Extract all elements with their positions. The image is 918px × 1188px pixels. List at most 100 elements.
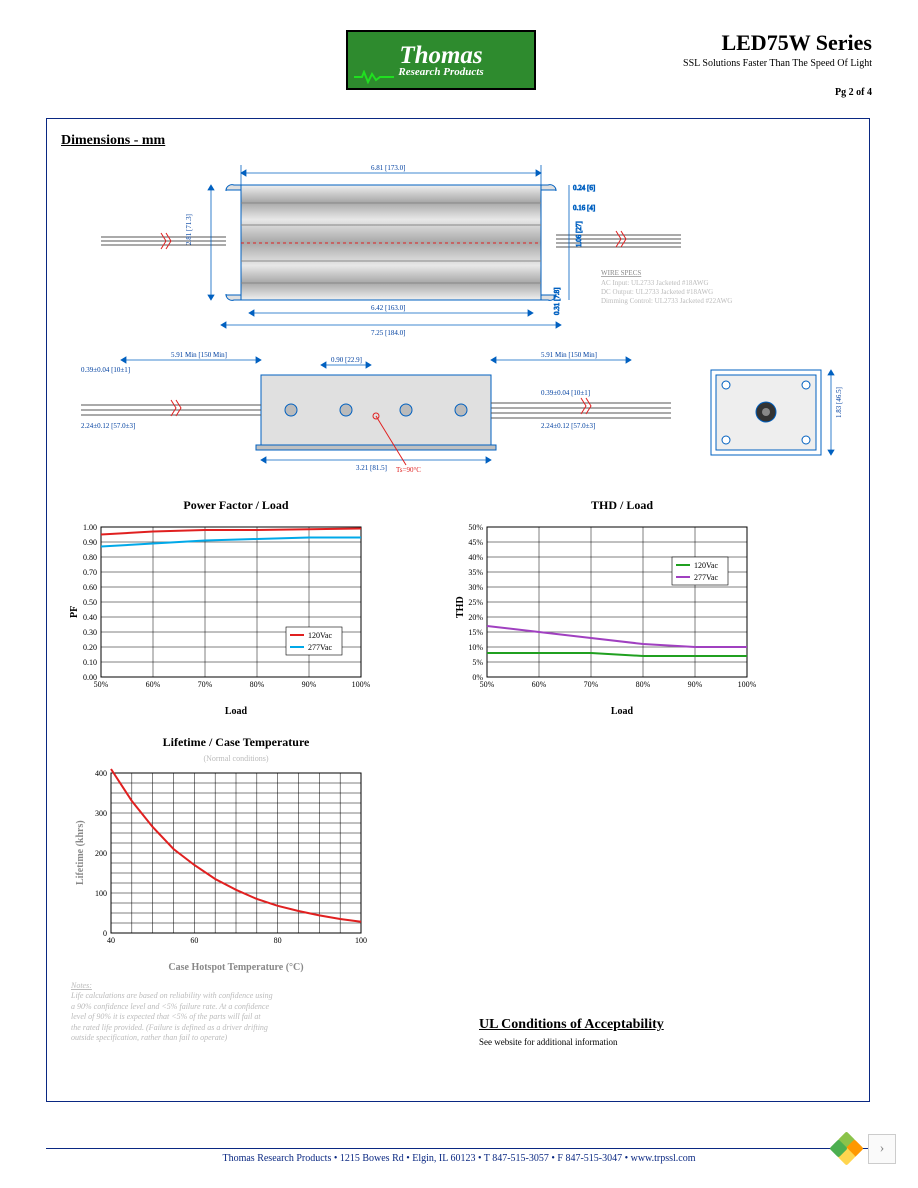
- notes-line: level of 90% it is expected that <5% of …: [71, 1012, 331, 1022]
- page-header: Thomas Research Products LED75W Series S…: [46, 30, 872, 110]
- svg-text:0.40: 0.40: [83, 613, 97, 622]
- svg-text:0.00: 0.00: [83, 673, 97, 682]
- svg-text:45%: 45%: [468, 538, 483, 547]
- svg-text:AC Input: UL2733 Jacketed #18A: AC Input: UL2733 Jacketed #18AWG: [601, 279, 709, 287]
- svg-text:40: 40: [107, 936, 115, 945]
- svg-text:0.39±0.04 [10±1]: 0.39±0.04 [10±1]: [81, 366, 130, 374]
- svg-text:400: 400: [95, 769, 107, 778]
- dimensions-drawing: 6.81 [173.0] 6.42 [163.0] 7.25 [184.0] 2…: [61, 155, 857, 475]
- notes-block: Notes: Life calculations are based on re…: [71, 981, 331, 1043]
- svg-text:0.70: 0.70: [83, 568, 97, 577]
- svg-text:0.80: 0.80: [83, 553, 97, 562]
- chevron-right-icon: ›: [880, 1141, 885, 1157]
- series-title: LED75W Series: [683, 30, 872, 56]
- svg-text:0.90: 0.90: [83, 538, 97, 547]
- svg-text:0.10: 0.10: [83, 658, 97, 667]
- dim-top-w: 6.81 [173.0]: [371, 164, 405, 172]
- pf-chart: Power Factor / Load 50%60%70%80%90%100%0…: [61, 498, 411, 717]
- svg-text:100%: 100%: [352, 680, 371, 689]
- svg-text:35%: 35%: [468, 568, 483, 577]
- svg-text:0.60: 0.60: [83, 583, 97, 592]
- ul-block: UL Conditions of Acceptability See websi…: [479, 1017, 809, 1047]
- pf-chart-svg: 50%60%70%80%90%100%0.000.100.200.300.400…: [61, 517, 411, 697]
- tagline: SSL Solutions Faster Than The Speed Of L…: [683, 58, 872, 69]
- svg-text:20%: 20%: [468, 613, 483, 622]
- svg-text:2.24±0.12 [57.0±3]: 2.24±0.12 [57.0±3]: [81, 422, 135, 430]
- svg-text:40%: 40%: [468, 553, 483, 562]
- svg-text:Ts=90°C: Ts=90°C: [396, 466, 421, 474]
- svg-text:100: 100: [95, 889, 107, 898]
- svg-text:5%: 5%: [472, 658, 483, 667]
- company-logo: Thomas Research Products: [346, 30, 536, 90]
- svg-text:300: 300: [95, 809, 107, 818]
- life-chart-svg: 40 60 80 100 0 100 200 300 400: [71, 763, 401, 953]
- svg-text:5.91 Min [150 Min]: 5.91 Min [150 Min]: [541, 351, 597, 359]
- next-page-button[interactable]: ›: [868, 1134, 896, 1164]
- svg-text:0%: 0%: [472, 673, 483, 682]
- svg-text:100%: 100%: [738, 680, 757, 689]
- life-ylabel: Lifetime (khrs): [75, 820, 86, 885]
- notes-line: a 90% confidence level and <5% failure r…: [71, 1002, 331, 1012]
- svg-text:1.06 [27]: 1.06 [27]: [575, 221, 583, 247]
- thd-xlabel: Load: [447, 706, 797, 717]
- pager: ›: [832, 1134, 896, 1164]
- svg-text:25%: 25%: [468, 598, 483, 607]
- notes-line: Life calculations are based on reliabili…: [71, 991, 331, 1001]
- svg-text:80%: 80%: [636, 680, 651, 689]
- svg-text:80: 80: [274, 936, 282, 945]
- thd-chart-title: THD / Load: [447, 498, 797, 513]
- ul-title: UL Conditions of Acceptability: [479, 1017, 809, 1033]
- svg-text:120Vac: 120Vac: [308, 631, 332, 640]
- thd-chart-svg: 50%60%70%80%90%100%0%5%10%15%20%25%30%35…: [447, 517, 797, 697]
- svg-text:277Vac: 277Vac: [694, 573, 718, 582]
- svg-text:70%: 70%: [584, 680, 599, 689]
- logo-text-sub: Research Products: [398, 66, 483, 78]
- svg-text:0.24 [6]: 0.24 [6]: [573, 184, 595, 192]
- svg-text:WIRE SPECS: WIRE SPECS: [601, 269, 641, 277]
- svg-text:1.83 [46.5]: 1.83 [46.5]: [835, 387, 843, 418]
- svg-text:60%: 60%: [146, 680, 161, 689]
- content-frame: Dimensions - mm: [46, 118, 870, 1102]
- svg-text:DC Output: UL2733 Jacketed #18: DC Output: UL2733 Jacketed #18AWG: [601, 288, 713, 296]
- header-right: LED75W Series SSL Solutions Faster Than …: [683, 30, 872, 98]
- dim-inner: 6.42 [163.0]: [371, 304, 405, 312]
- logo-wave-icon: [354, 70, 394, 84]
- svg-text:5.91 Min [150 Min]: 5.91 Min [150 Min]: [171, 351, 227, 359]
- svg-text:50%: 50%: [468, 523, 483, 532]
- svg-text:Dimming Control: UL2733 Jacket: Dimming Control: UL2733 Jacketed #22AWG: [601, 297, 732, 305]
- notes-title: Notes:: [71, 981, 331, 991]
- svg-text:10%: 10%: [468, 643, 483, 652]
- dim-full: 7.25 [184.0]: [371, 329, 405, 337]
- svg-text:1.00: 1.00: [83, 523, 97, 532]
- notes-line: the rated life provided. (Failure is def…: [71, 1023, 331, 1033]
- svg-text:0.20: 0.20: [83, 643, 97, 652]
- dim-h: 2.81 [71.3]: [185, 214, 193, 245]
- svg-text:60: 60: [190, 936, 198, 945]
- svg-text:0.16 [4]: 0.16 [4]: [573, 204, 595, 212]
- life-xlabel: Case Hotspot Temperature (°C): [71, 962, 401, 973]
- svg-text:0.90 [22.9]: 0.90 [22.9]: [331, 356, 362, 364]
- svg-text:90%: 90%: [688, 680, 703, 689]
- svg-text:120Vac: 120Vac: [694, 561, 718, 570]
- svg-text:15%: 15%: [468, 628, 483, 637]
- life-chart-title: Lifetime / Case Temperature: [71, 735, 401, 750]
- svg-text:0.39±0.04 [10±1]: 0.39±0.04 [10±1]: [541, 389, 590, 397]
- pf-ylabel: PF: [69, 606, 80, 618]
- svg-text:100: 100: [355, 936, 367, 945]
- life-chart: Lifetime / Case Temperature (Normal cond…: [71, 735, 401, 973]
- svg-text:200: 200: [95, 849, 107, 858]
- notes-line: outside specification, rather than fail …: [71, 1033, 331, 1043]
- thd-chart: THD / Load 50%60%70%80%90%100%0%5%10%15%…: [447, 498, 797, 717]
- pf-xlabel: Load: [61, 706, 411, 717]
- svg-text:90%: 90%: [302, 680, 317, 689]
- svg-text:0.31 [7.8]: 0.31 [7.8]: [553, 288, 561, 315]
- svg-text:0: 0: [103, 929, 107, 938]
- charts-row: Power Factor / Load 50%60%70%80%90%100%0…: [61, 498, 855, 717]
- svg-text:3.21 [81.5]: 3.21 [81.5]: [356, 464, 387, 472]
- dimensions-title: Dimensions - mm: [61, 133, 855, 149]
- svg-text:80%: 80%: [250, 680, 265, 689]
- svg-text:30%: 30%: [468, 583, 483, 592]
- page-footer: Thomas Research Products • 1215 Bowes Rd…: [46, 1148, 872, 1164]
- svg-text:0.30: 0.30: [83, 628, 97, 637]
- svg-text:277Vac: 277Vac: [308, 643, 332, 652]
